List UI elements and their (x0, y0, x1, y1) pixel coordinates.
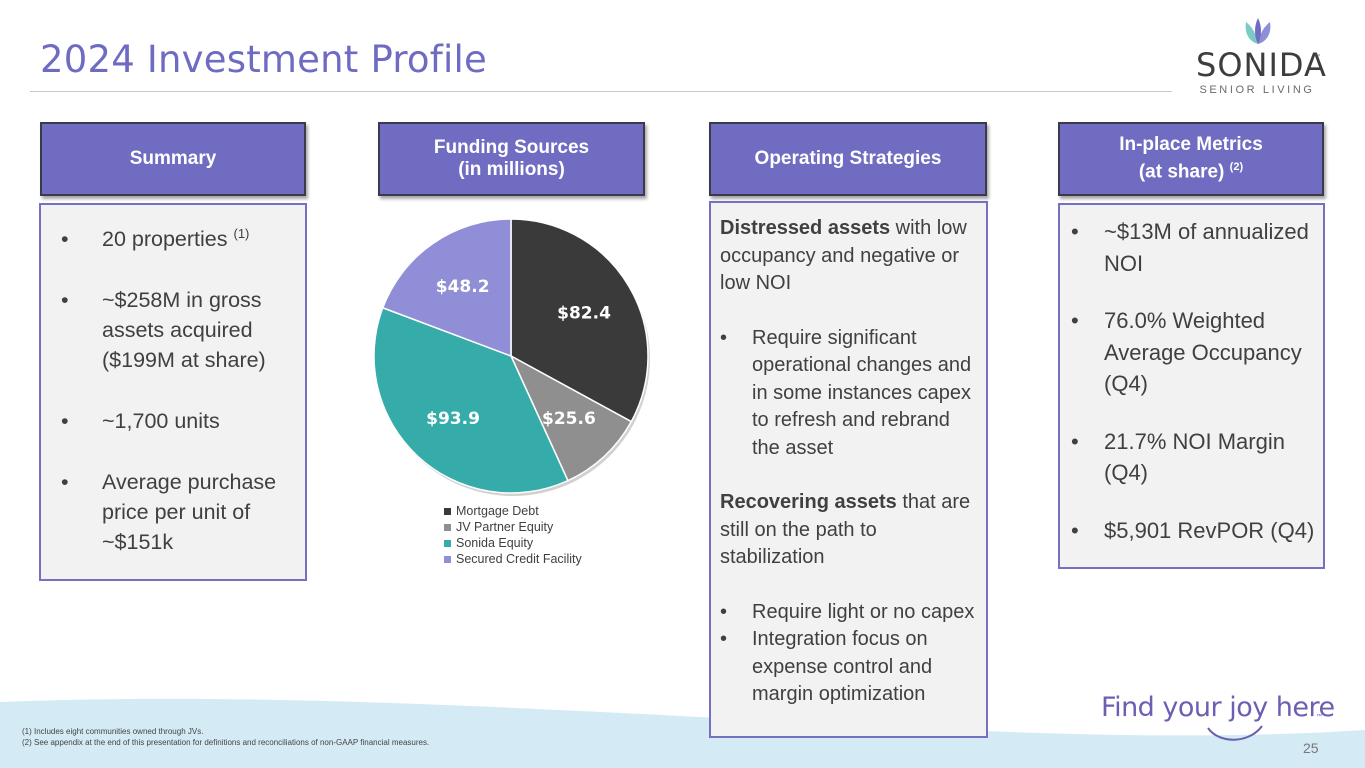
chart-legend: Mortgage Debt JV Partner Equity Sonida Equ… (444, 503, 582, 567)
legend-label: JV Partner Equity (456, 520, 554, 534)
summary-item-text: Average purchase price per unit of ~$151… (102, 470, 277, 554)
strategies-header-label: Operating Strategies (754, 148, 942, 169)
legend-label: Mortgage Debt (456, 504, 539, 518)
operating-strategies-header: Operating Strategies (709, 122, 987, 196)
legend-swatch (444, 555, 451, 563)
logo-subtitle: SENIOR LIVING (1199, 84, 1315, 96)
legend-item: Mortgage Debt (444, 503, 582, 519)
pie-chart: $82.4 $25.6 $93.9 $48.2 (373, 218, 650, 496)
pie-data-label: $93.9 (426, 409, 480, 429)
footnotes: (1) Includes eight communities owned thr… (22, 726, 429, 748)
recovering-list: Require light or no capex Integration fo… (720, 599, 980, 709)
funding-header-line1: Funding Sources (433, 137, 590, 158)
list-item: Average purchase price per unit of ~$151… (61, 467, 295, 557)
strategies-panel: Distressed assets with low occupancy and… (709, 201, 988, 738)
funding-header-line2: (in millions) (458, 159, 565, 180)
list-item: ~$13M of annualized NOI (1071, 216, 1315, 279)
list-item: $5,901 RevPOR (Q4) (1071, 515, 1315, 547)
legend-label: Secured Credit Facility (456, 552, 582, 566)
legend-swatch (444, 507, 451, 515)
list-item: 76.0% Weighted Average Occupancy (Q4) (1071, 305, 1315, 400)
metric-item-text: ~$13M of annualized NOI (1104, 219, 1309, 276)
tagline: Find your joy here (1101, 692, 1335, 723)
sonida-logo: SONIDA ™ SENIOR LIVING (1196, 16, 1326, 100)
summary-item-text: ~$258M in gross assets acquired ($199M a… (102, 288, 266, 372)
title-divider (30, 91, 1172, 92)
metrics-list: ~$13M of annualized NOI 76.0% Weighted A… (1071, 216, 1315, 546)
list-item: ~1,700 units (61, 406, 295, 436)
metric-item-text: 21.7% NOI Margin (Q4) (1104, 428, 1285, 486)
list-item: Integration focus on expense control and… (720, 626, 980, 709)
metrics-panel: ~$13M of annualized NOI 76.0% Weighted A… (1058, 203, 1325, 569)
summary-header: Summary (40, 122, 306, 196)
distressed-label: Distressed assets (720, 217, 891, 239)
funding-sources-header: Funding Sources (in millions) (378, 122, 645, 196)
in-place-metrics-header: In-place Metrics (at share) (2) (1058, 122, 1324, 196)
distressed-description: with low occupancy and negative or low N… (720, 217, 967, 294)
metrics-header-footnote: (2) (1229, 161, 1244, 174)
pie-data-label: $82.4 (557, 304, 611, 324)
tagline-trademark: ™ (1316, 714, 1322, 720)
list-item: Require light or no capex (720, 599, 980, 627)
pie-slice (381, 218, 512, 358)
distressed-paragraph: Distressed assets with low occupancy and… (720, 215, 980, 298)
pie-data-label: $25.6 (542, 409, 596, 429)
distressed-item-text: Require significant operational changes … (752, 326, 972, 459)
recovering-item-text: Integration focus on expense control and… (752, 628, 933, 705)
distressed-list: Require significant operational changes … (720, 325, 980, 463)
metric-item-text: 76.0% Weighted Average Occupancy (Q4) (1104, 308, 1302, 396)
logo-trademark: ™ (1314, 54, 1320, 60)
footnote-2: (2) See appendix at the end of this pres… (22, 738, 430, 747)
legend-swatch (444, 539, 451, 547)
recovering-label: Recovering assets (720, 491, 897, 513)
list-item: Require significant operational changes … (720, 325, 980, 463)
pie-slice (509, 354, 633, 482)
recovering-paragraph: Recovering assets that are still on the … (720, 489, 980, 572)
metrics-header-line2: (at share) (1138, 161, 1225, 183)
legend-item: JV Partner Equity (444, 519, 582, 535)
page-title: 2024 Investment Profile (40, 38, 487, 81)
page-number: 25 (1303, 740, 1319, 756)
summary-panel: 20 properties (1) ~$258M in gross assets… (39, 203, 307, 581)
list-item: ~$258M in gross assets acquired ($199M a… (61, 285, 295, 375)
metric-item-text: $5,901 RevPOR (Q4) (1104, 517, 1315, 543)
logo-wordmark: SONIDA (1196, 46, 1327, 84)
pie-slice (510, 218, 649, 423)
footnote-1: (1) Includes eight communities owned thr… (22, 727, 204, 736)
bottom-wave-decoration (0, 698, 1365, 768)
summary-list: 20 properties (1) ~$258M in gross assets… (61, 224, 295, 557)
summary-header-label: Summary (129, 148, 217, 169)
legend-item: Sonida Equity (444, 535, 582, 551)
summary-item-footnote: (1) (233, 225, 250, 241)
pie-data-label: $48.2 (436, 277, 490, 297)
legend-item: Secured Credit Facility (444, 551, 582, 567)
legend-swatch (444, 523, 451, 531)
recovering-item-text: Require light or no capex (752, 600, 975, 623)
summary-item-text: ~1,700 units (102, 409, 220, 433)
summary-item-text: 20 properties (102, 227, 228, 251)
metrics-header-line1: In-place Metrics (1119, 134, 1263, 156)
pie-slice (373, 306, 569, 494)
legend-label: Sonida Equity (456, 536, 534, 550)
funding-sources-chart: $82.4 $25.6 $93.9 $48.2 (365, 210, 657, 502)
butterfly-logo-icon (1245, 18, 1271, 44)
smile-swoosh-icon (1207, 725, 1263, 741)
list-item: 20 properties (1) (61, 224, 295, 254)
list-item: 21.7% NOI Margin (Q4) (1071, 426, 1315, 489)
recovering-description: that are still on the path to stabilizat… (720, 491, 971, 568)
